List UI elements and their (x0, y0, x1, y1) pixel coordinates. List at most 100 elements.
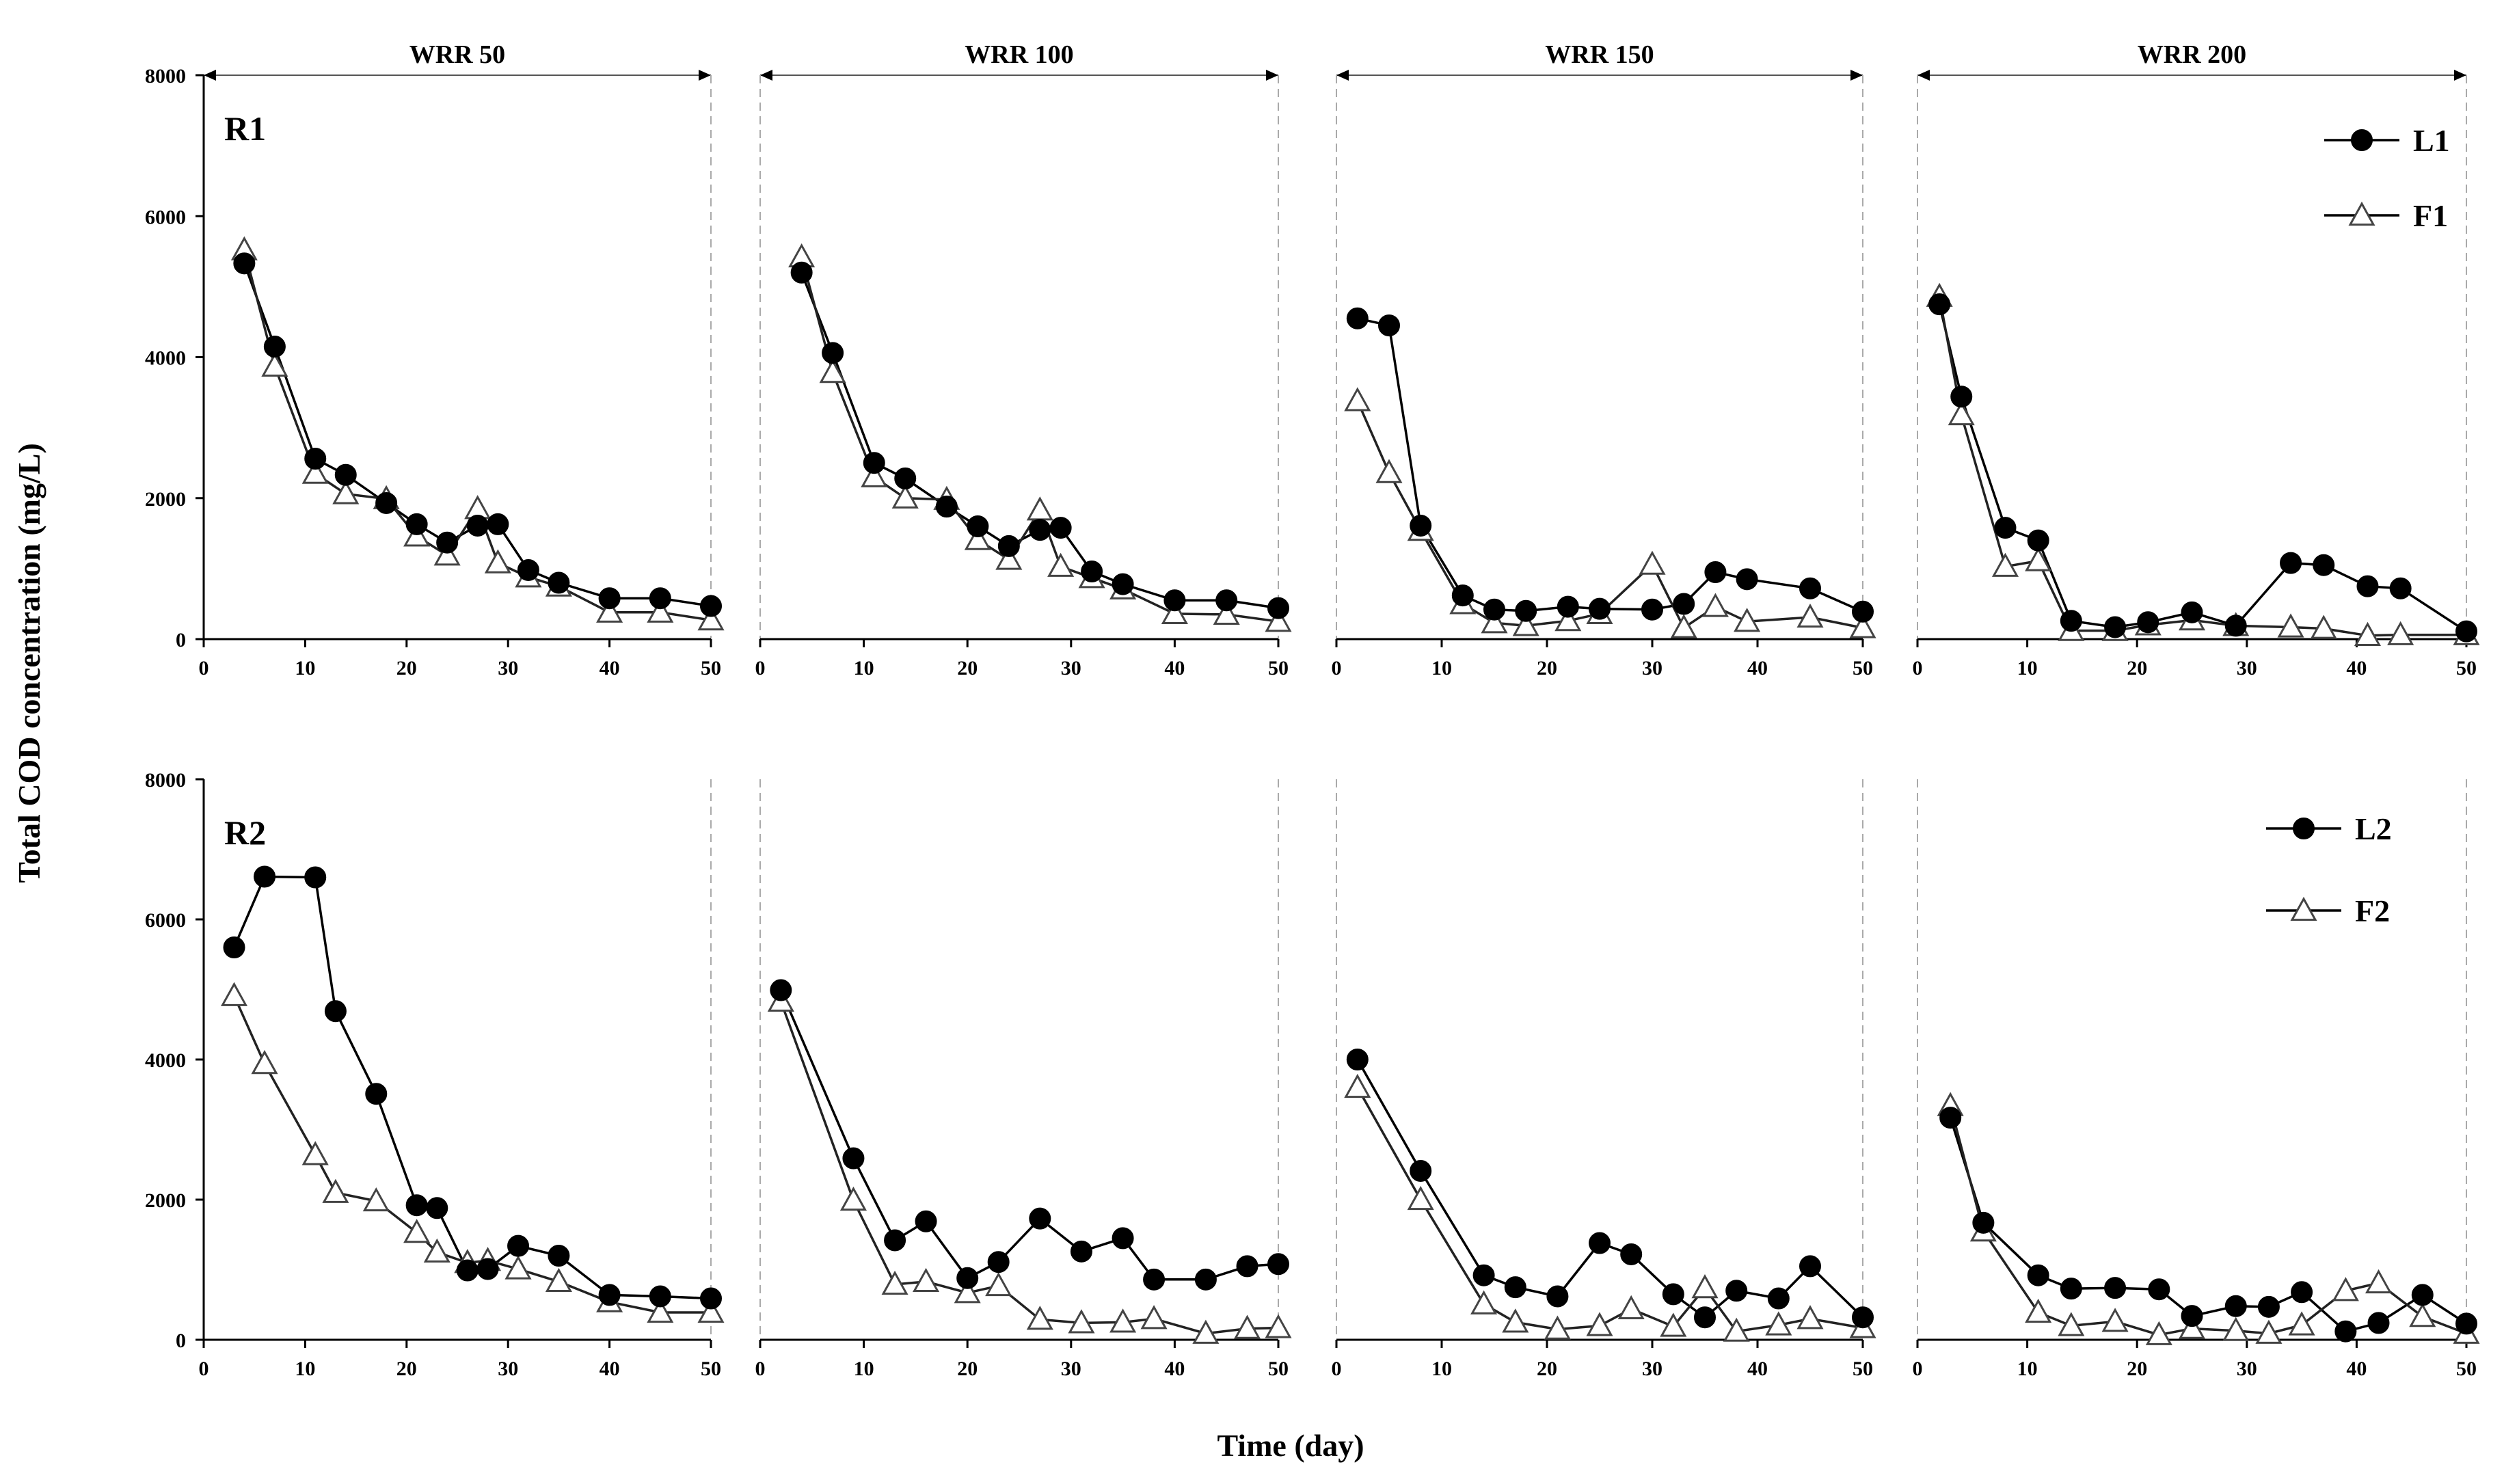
data-point-L2 (2027, 1264, 2049, 1286)
data-point-F2 (1344, 1073, 1371, 1098)
data-point-L1 (1081, 561, 1103, 582)
data-point-F2 (362, 1187, 390, 1212)
data-point-F1 (861, 463, 888, 487)
data-point-L1 (2356, 575, 2379, 597)
data-point-L1 (1852, 600, 1874, 623)
panel-R1-3: 0 10 20 30 40 50 (1332, 75, 1876, 679)
series-line-L1 (1357, 317, 1863, 613)
x-tick-label: 30 (2237, 657, 2257, 679)
phase-label-bg (1518, 41, 1682, 72)
x-tick-label: 30 (1061, 1358, 1081, 1380)
data-point-F1 (1849, 614, 1876, 638)
series-line-L1 (1938, 303, 2467, 633)
data-point-F2 (2409, 1303, 2436, 1327)
data-point-F2 (2145, 1321, 2172, 1345)
data-point-F2 (1233, 1314, 1261, 1339)
y-tick-label: 2000 (145, 1189, 186, 1212)
panel-grid: WRR 50 WRR 100 WRR 150 WRR 2000200040006000… (145, 40, 2480, 1380)
legend-label: F2 (2355, 893, 2390, 928)
data-point-F1 (2277, 613, 2304, 638)
data-point-L2 (2334, 1320, 2357, 1343)
data-point-L2 (2455, 1312, 2477, 1335)
x-tick-label: 50 (1268, 657, 1289, 679)
data-point-F1 (995, 545, 1023, 570)
data-point-L2 (2411, 1284, 2434, 1306)
x-tick-label: 0 (1913, 1358, 1923, 1380)
data-point-F1 (1734, 608, 1761, 632)
legend-label: F1 (2413, 198, 2448, 233)
series-line-L2 (779, 989, 1279, 1281)
series-line-L2 (1949, 1117, 2467, 1333)
y-tick-label: 6000 (145, 909, 186, 932)
data-point-L2 (884, 1229, 906, 1252)
phase-header-2: WRR 100 (760, 40, 1278, 81)
data-point-L2 (548, 1245, 570, 1267)
data-point-F1 (964, 526, 991, 550)
data-point-L2 (649, 1285, 671, 1308)
x-tick-label: 0 (199, 657, 209, 679)
panel-R1-2: 0 10 20 30 40 50 (755, 75, 1292, 679)
data-point-L1 (1049, 517, 1072, 539)
y-tick-label: 0 (176, 629, 186, 651)
data-point-L1 (2027, 529, 2049, 552)
data-point-F2 (647, 1298, 674, 1323)
data-point-F2 (954, 1279, 981, 1304)
data-point-L2 (1546, 1285, 1569, 1308)
x-tick-label: 30 (498, 1358, 518, 1380)
phase-label: WRR 50 (409, 40, 505, 69)
phase-arrow-right (1850, 70, 1863, 81)
data-point-L2 (1767, 1287, 1790, 1310)
phase-label: WRR 200 (2138, 40, 2246, 69)
data-point-F1 (1701, 593, 1729, 617)
data-point-F1 (484, 549, 511, 574)
phase-label-bg (375, 41, 539, 72)
data-point-F1 (2025, 547, 2052, 571)
data-point-F2 (1140, 1305, 1168, 1330)
legend-marker-triangle (2348, 201, 2375, 226)
data-point-L2 (456, 1259, 479, 1282)
x-tick-label: 10 (295, 657, 315, 679)
x-tick-label: 50 (1853, 657, 1873, 679)
data-point-L1 (1029, 519, 1051, 541)
x-tick-label: 10 (1431, 657, 1452, 679)
data-point-L1 (2137, 611, 2159, 634)
series-line-F1 (243, 249, 712, 621)
panel-R1-1: 0 2000 4000 6000 8000 0 10 20 30 40 50 R1 (145, 65, 725, 679)
data-point-L1 (2280, 552, 2302, 574)
data-point-L2 (1194, 1268, 1217, 1291)
data-point-F1 (1161, 599, 1188, 624)
x-tick-label: 50 (2456, 1358, 2477, 1380)
x-tick-label: 10 (1431, 1358, 1452, 1380)
data-point-F2 (2255, 1319, 2283, 1344)
data-point-F1 (1026, 496, 1053, 521)
x-tick-label: 10 (2017, 657, 2038, 679)
phase-arrow-left (1917, 70, 1930, 81)
legend-marker-circle (2351, 129, 2373, 151)
data-point-L2 (1694, 1306, 1716, 1329)
data-point-L2 (1410, 1159, 1432, 1182)
data-point-L2 (476, 1258, 499, 1280)
data-point-L1 (1641, 598, 1663, 621)
data-point-L2 (700, 1287, 722, 1310)
data-point-L2 (1143, 1268, 1166, 1291)
data-point-L1 (1163, 589, 1186, 612)
phase-header-1: WRR 50 (204, 40, 711, 81)
data-point-F2 (1470, 1290, 1498, 1314)
row-label: R1 (224, 109, 266, 148)
data-point-L1 (967, 515, 989, 537)
data-point-F1 (1670, 614, 1697, 638)
data-point-F2 (1502, 1308, 1529, 1333)
phase-label: WRR 150 (1545, 40, 1654, 69)
data-point-F1 (1948, 401, 1975, 426)
phase-label-bg (2110, 41, 2274, 72)
data-point-L2 (2148, 1278, 2170, 1301)
data-point-F2 (1660, 1312, 1687, 1337)
data-point-L1 (548, 571, 570, 594)
data-point-L2 (598, 1284, 621, 1306)
x-tick-label: 40 (2346, 1358, 2367, 1380)
data-point-L1 (894, 467, 917, 489)
data-point-F1 (1213, 600, 1240, 625)
y-tick-label: 4000 (145, 347, 186, 370)
data-point-L1 (2224, 615, 2247, 637)
data-point-F1 (819, 359, 846, 383)
